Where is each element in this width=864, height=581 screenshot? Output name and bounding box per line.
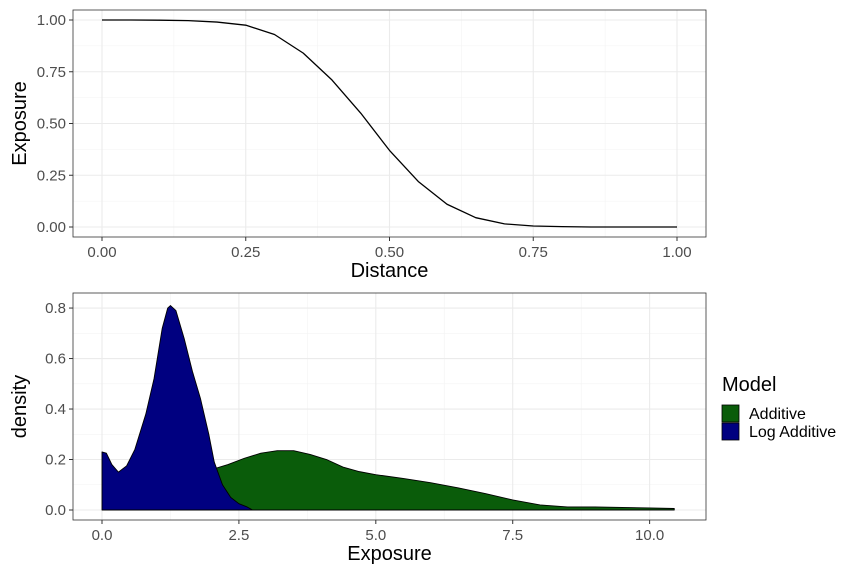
additive-density-area [200,450,675,511]
bottom-x-tick-label: 10.0 [635,527,664,544]
legend-key-log-additive [721,422,740,441]
top-x-tick-label: 1.00 [662,244,691,261]
bottom-x-tick-label: 7.5 [502,527,523,544]
bottom-y-tick-label: 0.4 [45,401,66,418]
exposure-vs-distance-panel: 0.00 0.25 0.50 0.75 1.00 0.00 0.25 0.50 0.75 1.0… [9,9,707,282]
top-y-tick-label: 0.50 [37,116,66,133]
bottom-y-ticks: 0.0 0.2 0.4 0.6 0.8 [45,300,73,519]
density-panel: 0.0 2.5 5.0 7.5 10.0 0.0 0.2 0.4 0.6 0.8 Exposur… [9,292,707,565]
bottom-y-axis-title: density [9,375,31,438]
bottom-series [101,305,675,511]
top-x-tick-label: 0.00 [87,244,116,261]
bottom-panel-border [72,292,707,521]
top-x-tick-label: 0.75 [519,244,548,261]
top-y-tick-label: 0.75 [37,64,66,81]
bottom-x-axis-title: Exposure [347,543,432,565]
legend-label-additive: Additive [749,406,806,423]
top-x-axis-title: Distance [351,260,429,282]
top-x-tick-label: 0.50 [375,244,404,261]
top-y-ticks: 0.00 0.25 0.50 0.75 1.00 [37,12,73,236]
top-x-ticks: 0.00 0.25 0.50 0.75 1.00 [87,237,692,261]
bottom-y-tick-label: 0.2 [45,452,66,469]
top-series [102,19,677,228]
bottom-x-tick-label: 2.5 [228,527,249,544]
top-y-tick-label: 0.25 [37,167,66,184]
bottom-x-tick-label: 0.0 [92,527,113,544]
bottom-y-tick-label: 0.8 [45,300,66,317]
bottom-y-tick-label: 0.0 [45,502,66,519]
exposure-curve [102,19,677,228]
log-additive-density-area [101,305,254,511]
top-gridlines [73,10,706,237]
bottom-x-tick-label: 5.0 [365,527,386,544]
legend-label-log-additive: Log Additive [749,424,836,441]
legend-title: Model [722,374,776,396]
bottom-x-ticks: 0.0 2.5 5.0 7.5 10.0 [92,520,664,544]
bottom-y-tick-label: 0.6 [45,351,66,368]
top-x-tick-label: 0.25 [231,244,260,261]
top-y-tick-label: 0.00 [37,219,66,236]
top-y-tick-label: 1.00 [37,12,66,29]
legend-key-additive [721,404,740,423]
top-y-axis-title: Exposure [9,81,31,166]
